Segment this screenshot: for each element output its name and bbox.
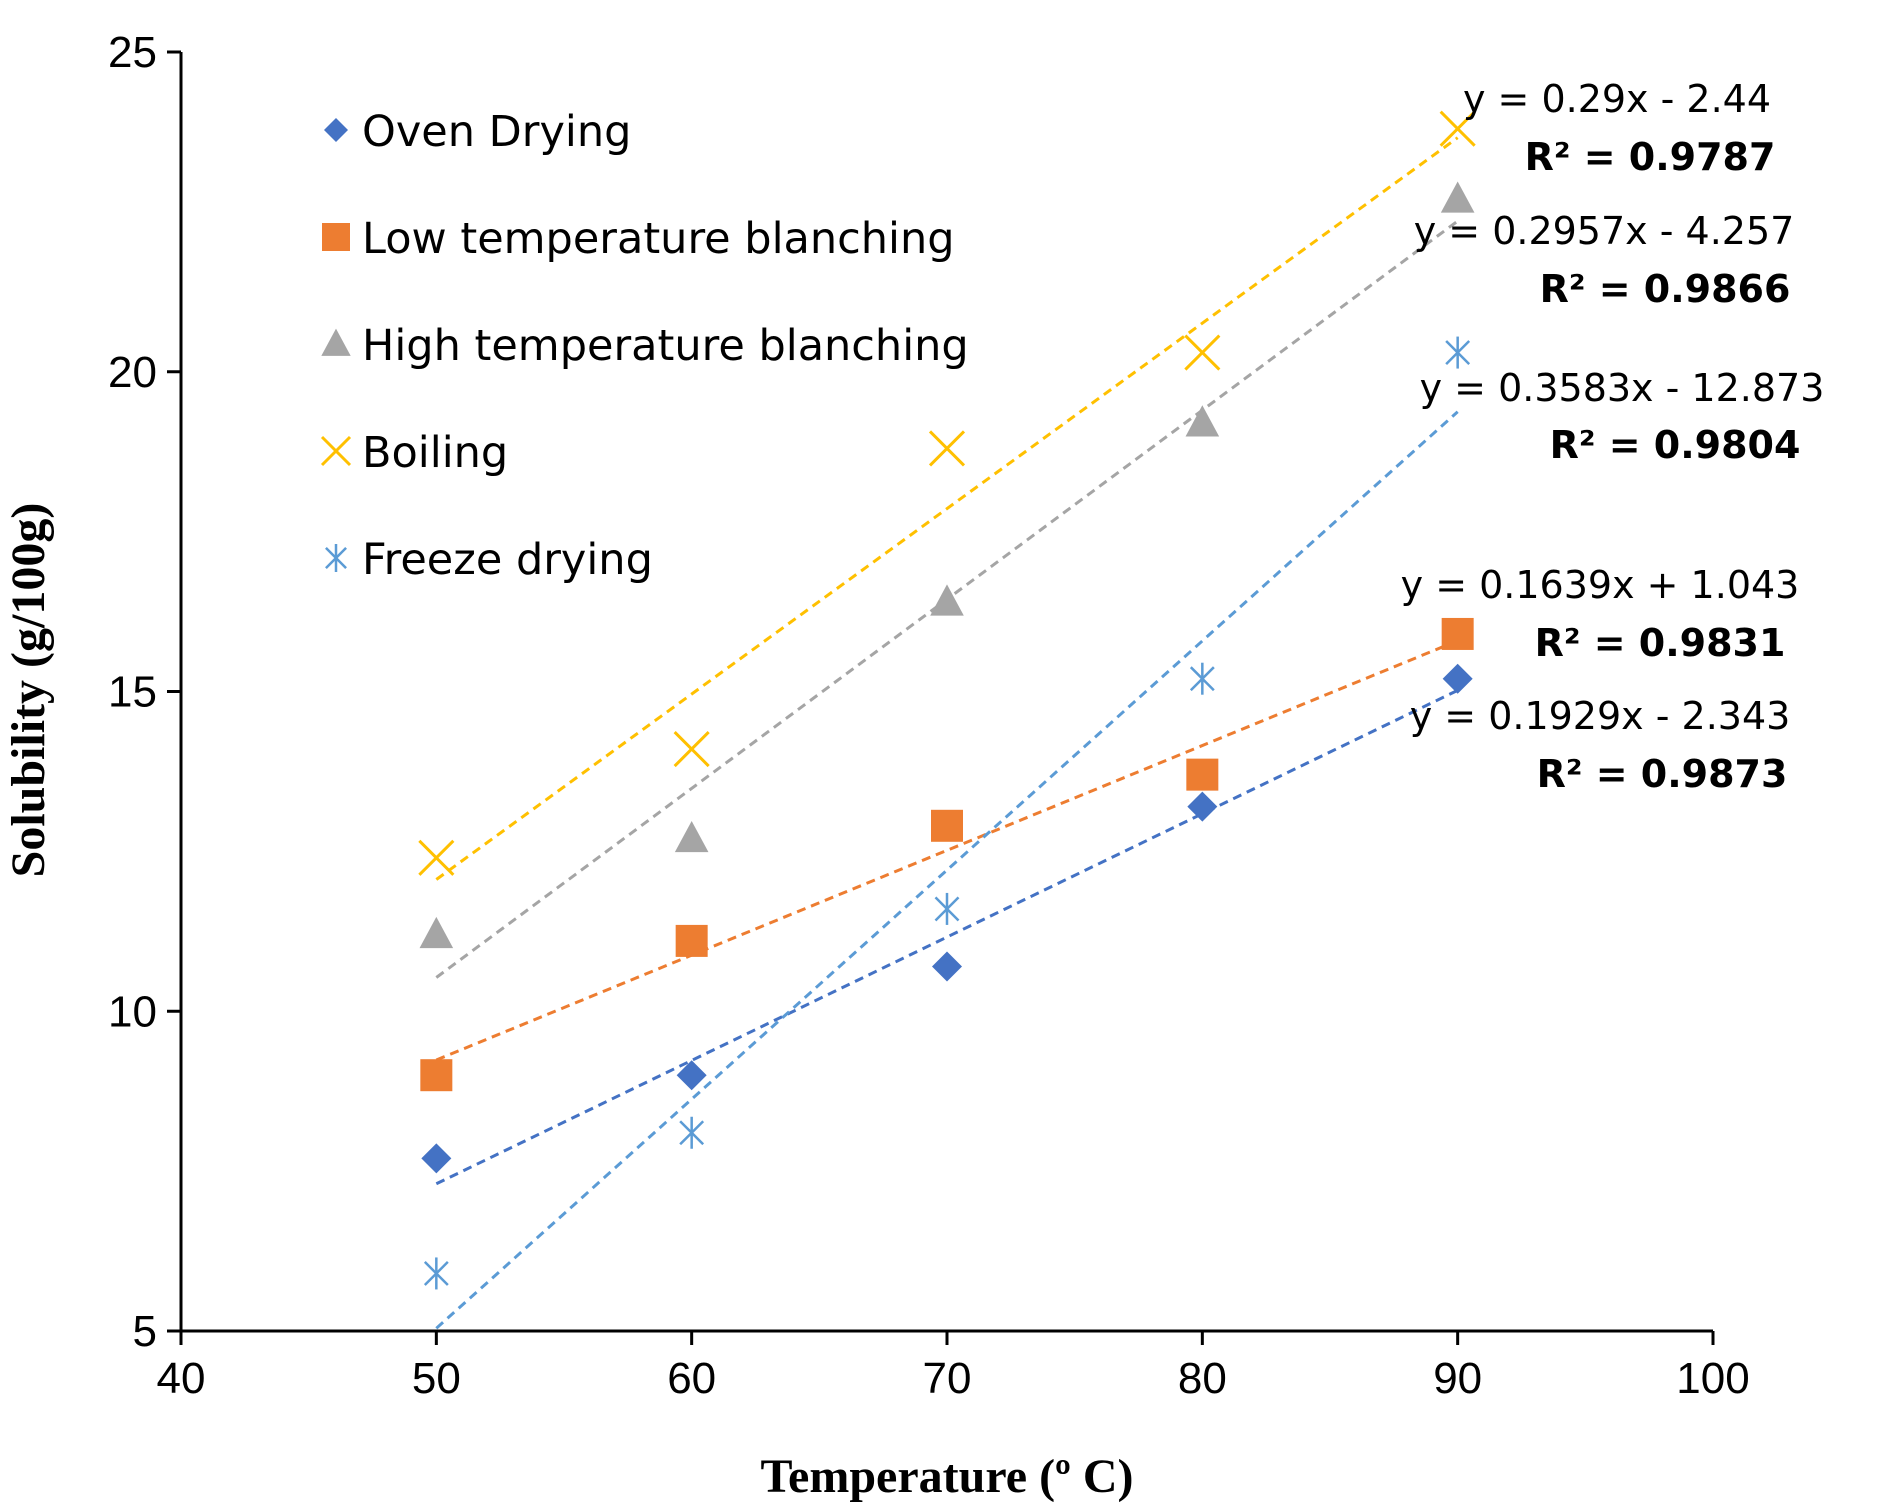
y-tick-label: 10 [108, 987, 157, 1036]
data-point [930, 584, 964, 616]
trendline-equation: y = 0.1929x - 2.343 [1410, 694, 1791, 738]
y-tick-label: 15 [108, 668, 157, 717]
y-tick-label: 25 [108, 28, 157, 77]
legend-item: Boiling [320, 428, 508, 478]
data-point [1441, 617, 1474, 650]
data-point [673, 730, 710, 768]
data-point [928, 430, 966, 467]
data-point [932, 951, 962, 982]
data-point [418, 839, 455, 876]
legend-item: Low temperature blanching [322, 214, 955, 264]
data-point [423, 1257, 449, 1290]
legend-label: Oven Drying [362, 107, 631, 157]
x-tick-label: 50 [412, 1354, 461, 1403]
x-tick-label: 40 [157, 1354, 206, 1403]
axis-ticks: 40 50 60 70 80 90 100 5 10 15 20 25 [108, 28, 1750, 1403]
data-point [420, 1059, 453, 1092]
x-tick-label: 90 [1433, 1354, 1482, 1403]
data-point [1440, 181, 1475, 213]
x-tick-label: 100 [1676, 1354, 1749, 1403]
data-point [1189, 662, 1215, 695]
data-point [675, 924, 708, 957]
trendlines [435, 136, 1459, 1330]
trendline-annotation: y = 0.1929x - 2.343 R² = 0.9873 [1410, 694, 1791, 796]
trendline-boiling [435, 136, 1459, 881]
data-point [931, 809, 963, 842]
data-point [1442, 663, 1473, 694]
data-point [676, 1060, 707, 1091]
data-points [418, 110, 1476, 1290]
legend: Oven Drying Low temperature blanching High… [320, 107, 969, 585]
series-high-temperature-blanching [419, 181, 1475, 949]
legend-label: Freeze drying [362, 535, 653, 585]
y-tick-label: 5 [133, 1307, 157, 1356]
legend-label: Low temperature blanching [362, 214, 955, 264]
trendline-equation: y = 0.1639x + 1.043 [1401, 563, 1800, 607]
legend-marker [322, 223, 350, 251]
x-tick-label: 60 [667, 1354, 716, 1403]
trendline-freeze-drying [435, 410, 1459, 1330]
trendline-oven-drying [435, 688, 1459, 1186]
legend-item: High temperature blanching [321, 321, 969, 371]
legend-item: Oven Drying [324, 107, 631, 157]
x-marker-stroke [418, 839, 455, 876]
legend-label: High temperature blanching [362, 321, 969, 371]
x-marker-stroke [928, 430, 966, 467]
data-point [1185, 405, 1220, 437]
data-point [679, 1116, 705, 1149]
data-point [1439, 110, 1476, 147]
x-tick-label: 70 [923, 1354, 972, 1403]
r-squared-value: R² = 0.9787 [1525, 135, 1776, 179]
trendline-annotation: y = 0.2957x - 4.257 R² = 0.9866 [1414, 209, 1795, 311]
y-axis-title: Solubility (g/100g) [2, 503, 55, 878]
x-tick-label: 80 [1178, 1354, 1227, 1403]
trendline-equations: y = 0.29x - 2.44 R² = 0.9787 y = 0.2957x -… [1401, 77, 1825, 796]
series-boiling [418, 110, 1476, 876]
series-oven-drying [421, 663, 1473, 1174]
x-marker-stroke [1439, 110, 1476, 147]
r-squared-value: R² = 0.9873 [1537, 752, 1788, 796]
r-squared-value: R² = 0.9804 [1550, 423, 1801, 467]
legend-marker [320, 435, 352, 467]
x-axis-title: Temperature (º C) [760, 1450, 1133, 1503]
series-low-temperature-blanching [420, 617, 1474, 1092]
legend-marker [321, 328, 351, 356]
trendline-equation: y = 0.2957x - 4.257 [1414, 209, 1795, 253]
data-point [934, 892, 960, 925]
trendline-annotation: y = 0.3583x - 12.873 R² = 0.9804 [1420, 366, 1825, 467]
y-tick-label: 20 [108, 348, 157, 397]
x-marker-stroke [1184, 334, 1221, 371]
trendline-annotation: y = 0.1639x + 1.043 R² = 0.9831 [1401, 563, 1800, 665]
data-point [1184, 334, 1221, 371]
data-point [674, 820, 709, 853]
data-point [1186, 758, 1219, 791]
r-squared-value: R² = 0.9866 [1540, 267, 1791, 311]
trendline-low-temperature-blanching [435, 639, 1459, 1062]
series-freeze-drying [423, 336, 1471, 1290]
data-point [419, 916, 454, 949]
r-squared-value: R² = 0.9831 [1535, 621, 1786, 665]
data-point [1187, 791, 1218, 822]
x-marker-stroke [320, 435, 352, 467]
legend-marker [324, 118, 348, 142]
legend-marker [325, 544, 347, 572]
trendline-equation: y = 0.3583x - 12.873 [1420, 366, 1825, 410]
data-point [421, 1143, 452, 1174]
legend-label: Boiling [362, 428, 508, 478]
data-point [1445, 336, 1471, 369]
trendline-annotation: y = 0.29x - 2.44 R² = 0.9787 [1463, 77, 1775, 179]
x-marker-stroke [673, 730, 710, 768]
trendline-equation: y = 0.29x - 2.44 [1463, 77, 1771, 121]
legend-item: Freeze drying [325, 535, 653, 585]
